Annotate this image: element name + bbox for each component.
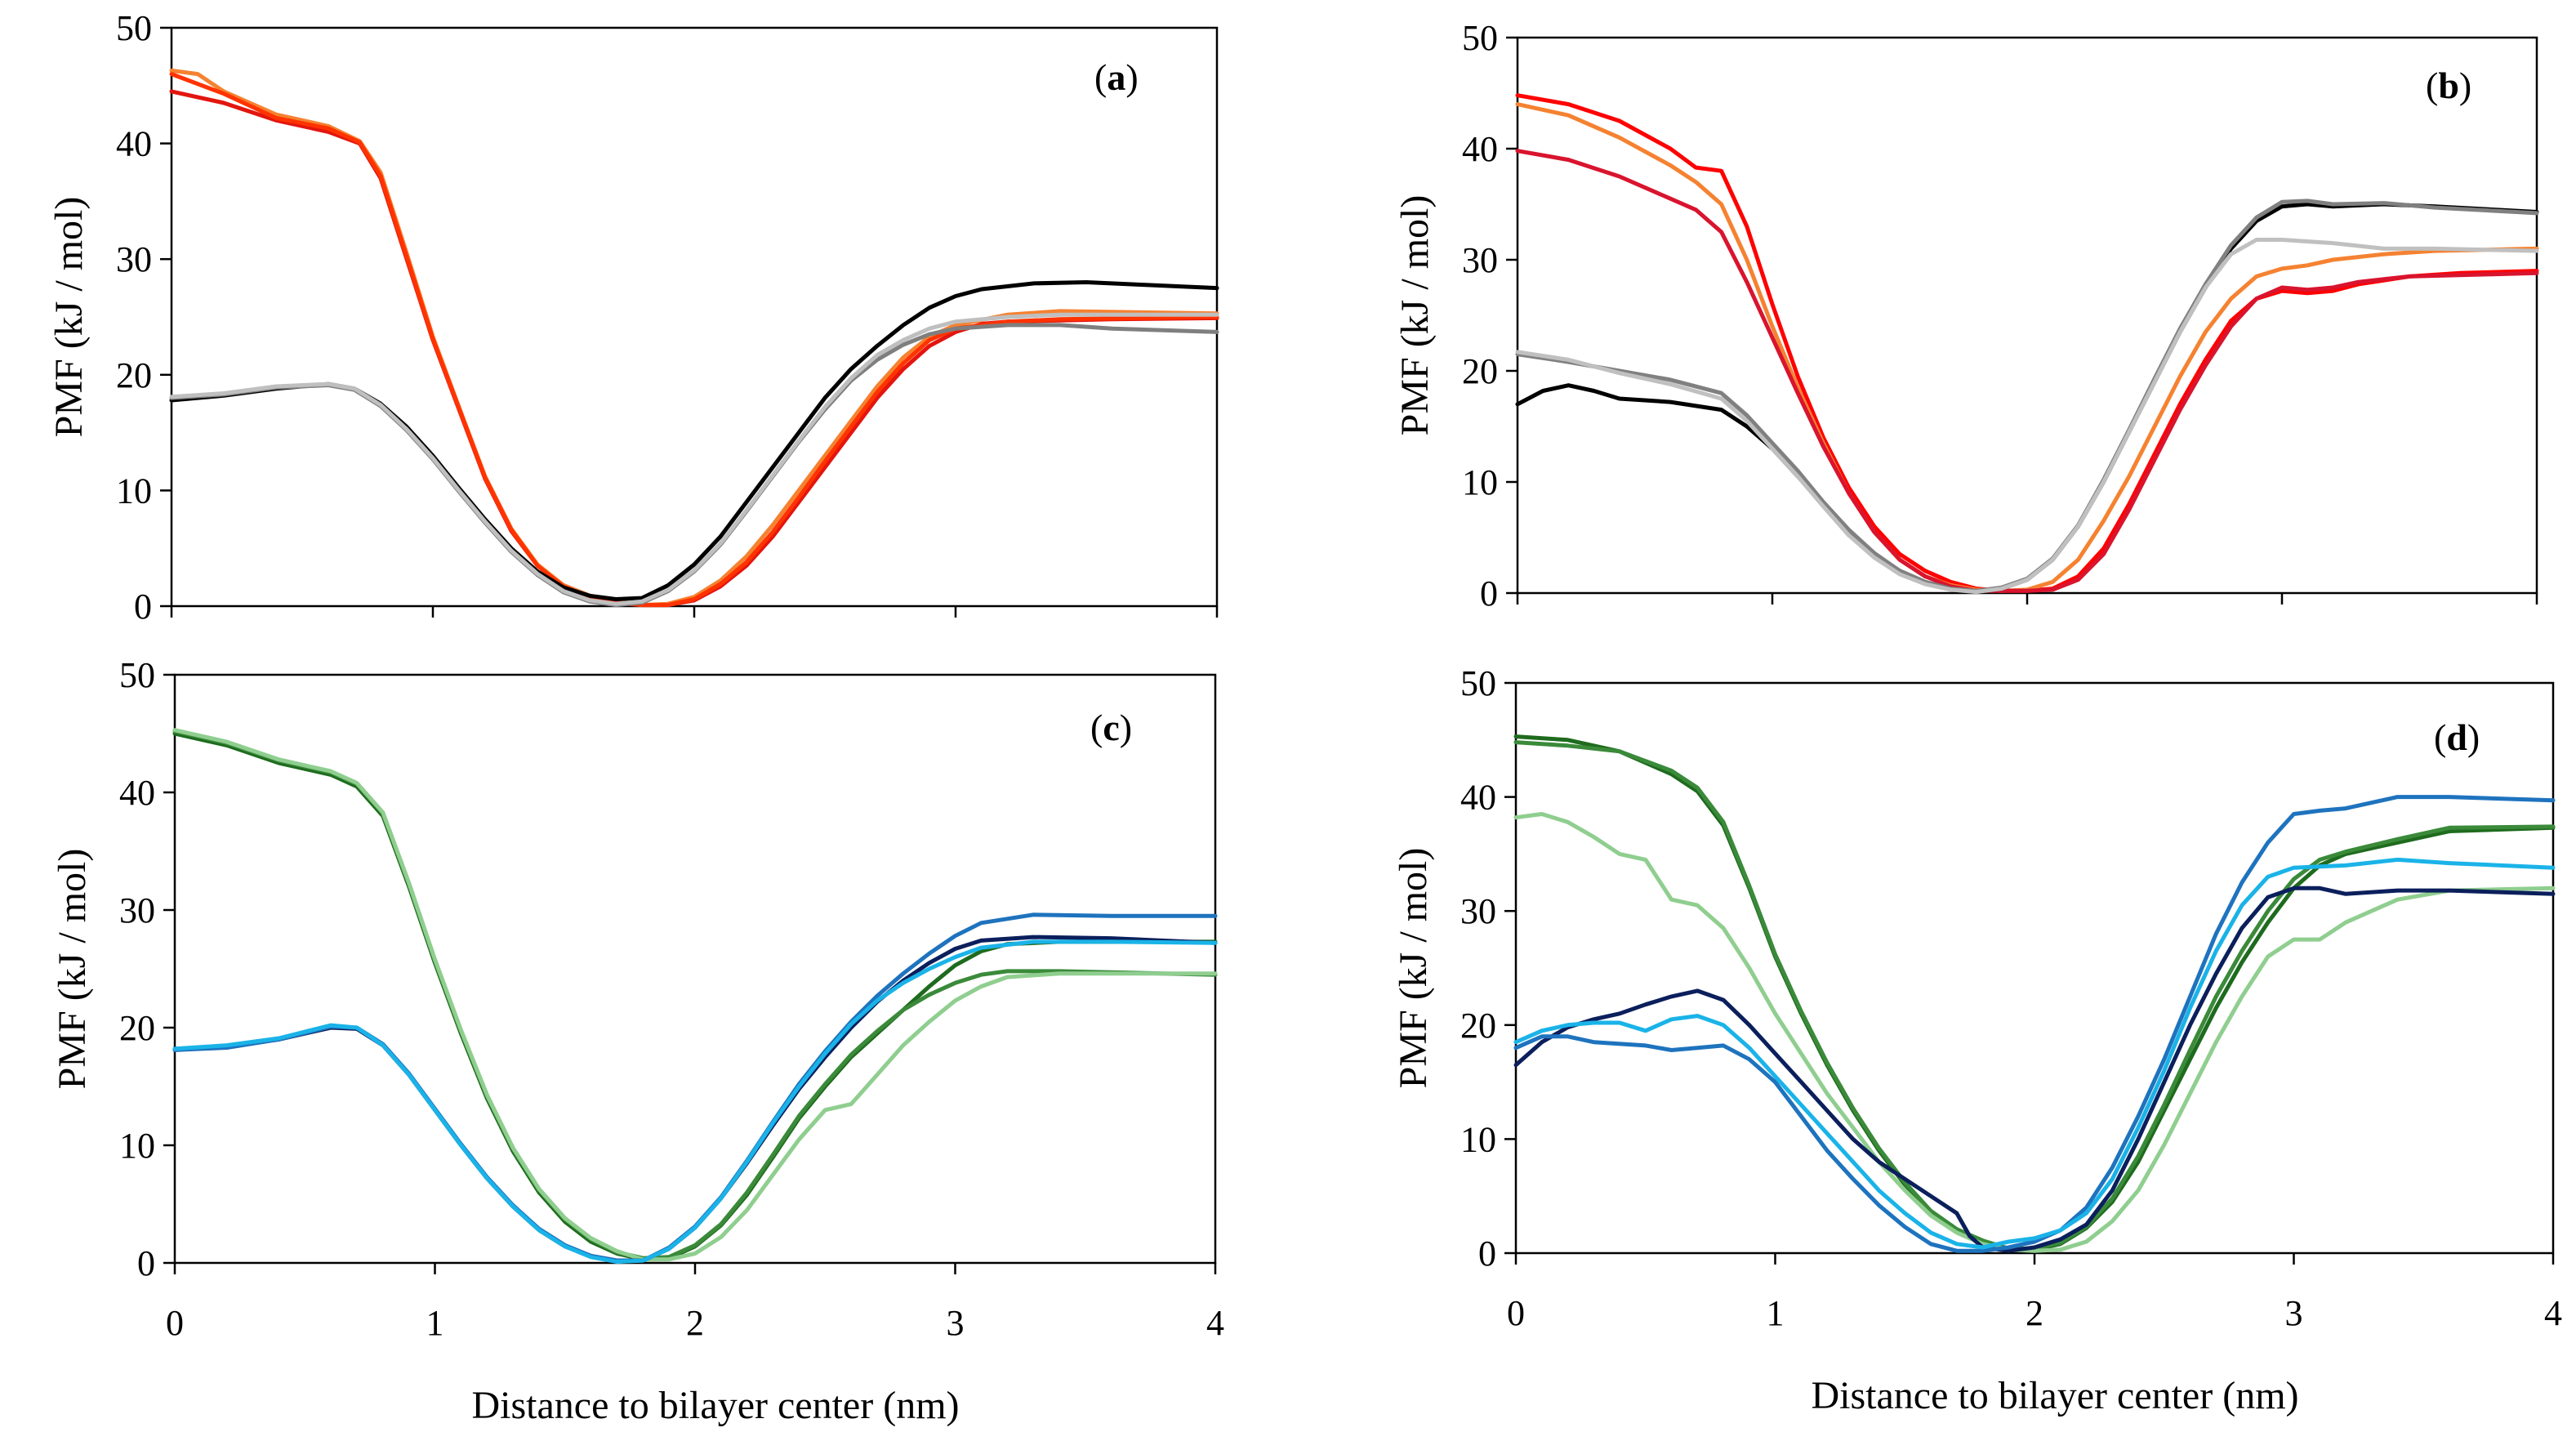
y-tick-label: 50 [116,8,152,48]
series-line-cyan [172,939,1218,1265]
y-tick-label: 40 [1462,129,1498,169]
x-axis-title: Distance to bilayer center (nm) [471,1384,959,1427]
y-tick-label: 30 [116,239,152,279]
y-tick-label: 10 [1462,462,1498,502]
series-line-black [169,280,1219,601]
plot-frame [1514,681,2555,1255]
x-tick-label: 0 [166,1303,184,1343]
x-tick-label: 0 [1507,1293,1525,1333]
panel-label: (a) [1094,56,1139,98]
panel-letter: d [2446,716,2467,758]
plot-frame [1516,36,2538,595]
series-line-blue-mid [172,912,1218,1263]
series-line-red-dark [1515,149,2539,593]
plot-frame [173,673,1217,1265]
series-line-orange [1515,102,2539,593]
y-tick-label: 40 [119,773,155,813]
y-tick-label: 20 [1460,1006,1496,1046]
y-axis-title: PMF (kJ / mol) [47,197,91,438]
x-tick-label: 1 [426,1303,444,1343]
y-tick-label: 10 [119,1126,155,1166]
series-line-green-light [172,728,1218,1262]
panel-label: (d) [2434,716,2480,758]
series-line-gray-dark [1515,199,2539,593]
y-tick-label: 30 [1462,240,1498,280]
y-tick-label: 50 [119,655,155,695]
y-tick-label: 20 [116,355,152,395]
series-line-gray-light [169,312,1219,606]
series-line-green-dark [1513,734,2556,1252]
x-tick-label: 3 [2285,1293,2303,1333]
x-tick-label: 1 [1767,1293,1785,1333]
y-tick-label: 0 [1480,573,1498,613]
y-tick-label: 30 [119,890,155,930]
y-axis-title: PMF (kJ / mol) [51,849,94,1090]
x-tick-label: 3 [947,1303,965,1343]
panel-letter: a [1107,56,1125,98]
y-tick-label: 40 [1460,778,1496,818]
panel-c-chart: 0 10 20 30 40 50 0 1 2 3 4 PMF (kJ / mol) Distance t… [51,655,1224,1427]
panel-letter: c [1103,707,1119,748]
panel-letter: b [2438,65,2459,106]
y-tick-label: 20 [1462,351,1498,391]
series-line-blue-mid [1513,795,2556,1253]
x-tick-label: 2 [686,1303,704,1343]
y-tick-label: 50 [1460,663,1496,703]
y-axis-title: PMF (kJ / mol) [1392,848,1435,1089]
y-tick-label: 0 [1478,1234,1496,1274]
y-tick-label: 40 [116,124,152,164]
series-line-green-dark [172,731,1218,1262]
y-tick-label: 10 [116,471,152,511]
x-tick-label: 2 [2026,1293,2043,1333]
series-line-red-1 [1515,93,2539,593]
series-line-navy [172,935,1218,1263]
y-tick-label: 30 [1460,891,1496,931]
series-line-red-2 [169,72,1219,608]
x-tick-label: 4 [1206,1303,1224,1343]
y-tick-label: 50 [1462,18,1498,58]
series-line-green-light [1513,812,2556,1253]
series-line-red-1 [169,89,1219,608]
panel-label: (c) [1090,707,1132,748]
x-axis-title: Distance to bilayer center (nm) [1811,1374,2298,1417]
plot-frame [170,26,1219,608]
panel-label: (b) [2426,65,2471,106]
x-tick-label: 4 [2544,1293,2562,1333]
panel-a-chart: 0 10 20 30 40 50 PMF (kJ / mol) (a) [47,8,1219,627]
y-tick-label: 0 [134,587,152,627]
panel-b-chart: 0 10 20 30 40 50 PMF (kJ / mol) (b) [1393,18,2539,613]
y-tick-label: 0 [137,1243,155,1283]
series-line-black [1515,202,2539,595]
y-tick-label: 20 [119,1008,155,1048]
series-line-cyan [1513,857,2556,1250]
series-line-navy [1513,886,2556,1253]
series-line-green-mid [172,729,1218,1260]
series-line-gray-light [1515,238,2539,595]
y-axis-title: PMF (kJ / mol) [1393,195,1437,436]
y-tick-label: 10 [1460,1119,1496,1159]
panel-d-chart: 0 10 20 30 40 50 0 1 2 3 4 PMF (kJ / mol) Distance t… [1392,663,2562,1417]
series-line-orange [169,68,1219,608]
